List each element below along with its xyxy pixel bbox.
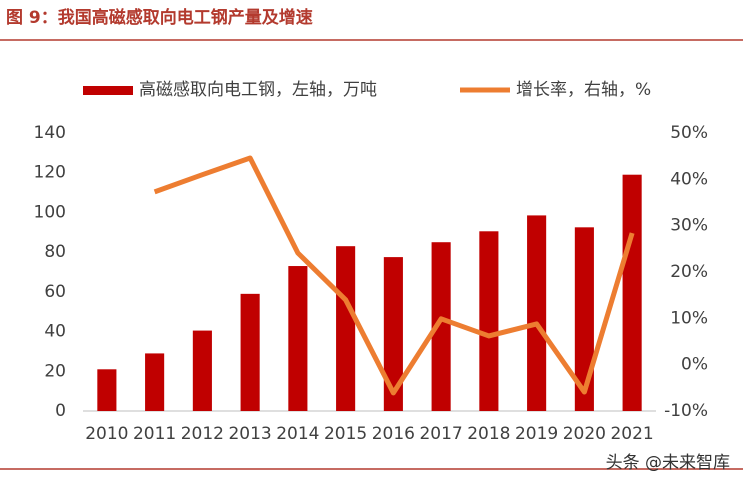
x-tick-label: 2021 bbox=[610, 424, 653, 444]
x-tick-label: 2011 bbox=[133, 424, 176, 444]
x-tick-label: 2019 bbox=[515, 424, 558, 444]
bar bbox=[574, 227, 594, 411]
chart-title: 图 9：我国高磁感取向电工钢产量及增速 bbox=[6, 7, 313, 28]
bar bbox=[527, 215, 547, 411]
bar bbox=[97, 369, 117, 411]
x-tick-label: 2010 bbox=[85, 424, 128, 444]
bar bbox=[288, 266, 308, 411]
bar bbox=[622, 174, 642, 411]
x-tick-label: 2020 bbox=[563, 424, 606, 444]
y2-tick-label: 50% bbox=[670, 123, 708, 143]
y-tick-label: 20 bbox=[44, 361, 66, 381]
x-tick-label: 2014 bbox=[276, 424, 319, 444]
y2-tick-label: 40% bbox=[670, 169, 708, 189]
bar bbox=[383, 257, 403, 411]
y-tick-label: 80 bbox=[44, 242, 66, 262]
bar bbox=[145, 353, 165, 411]
legend-swatch bbox=[83, 86, 133, 95]
y-tick-label: 120 bbox=[34, 163, 66, 183]
bar bbox=[479, 231, 499, 411]
y-tick-label: 140 bbox=[34, 123, 66, 143]
x-tick-label: 2015 bbox=[324, 424, 367, 444]
y2-tick-label: 30% bbox=[670, 216, 708, 236]
bar bbox=[192, 330, 212, 411]
y-tick-label: 60 bbox=[44, 282, 66, 302]
y2-tick-label: 10% bbox=[670, 308, 708, 328]
y2-tick-label: 20% bbox=[670, 262, 708, 282]
x-tick-label: 2017 bbox=[419, 424, 462, 444]
x-tick-label: 2012 bbox=[181, 424, 224, 444]
legend-label: 高磁感取向电工钢，左轴，万吨 bbox=[139, 80, 377, 100]
bar bbox=[336, 246, 356, 411]
y-tick-label: 0 bbox=[55, 401, 66, 421]
legend-label: 增长率，右轴，% bbox=[516, 80, 651, 100]
bar bbox=[240, 293, 260, 411]
y2-tick-label: -10% bbox=[664, 401, 708, 421]
watermark: 头条 @未来智库 bbox=[606, 453, 730, 473]
y-tick-label: 40 bbox=[44, 322, 66, 342]
x-tick-label: 2018 bbox=[467, 424, 510, 444]
line bbox=[153, 155, 635, 396]
y-tick-label: 100 bbox=[34, 202, 66, 222]
y2-tick-label: 0% bbox=[681, 355, 708, 375]
bar bbox=[431, 242, 451, 411]
x-tick-label: 2016 bbox=[372, 424, 415, 444]
x-tick-label: 2013 bbox=[228, 424, 271, 444]
